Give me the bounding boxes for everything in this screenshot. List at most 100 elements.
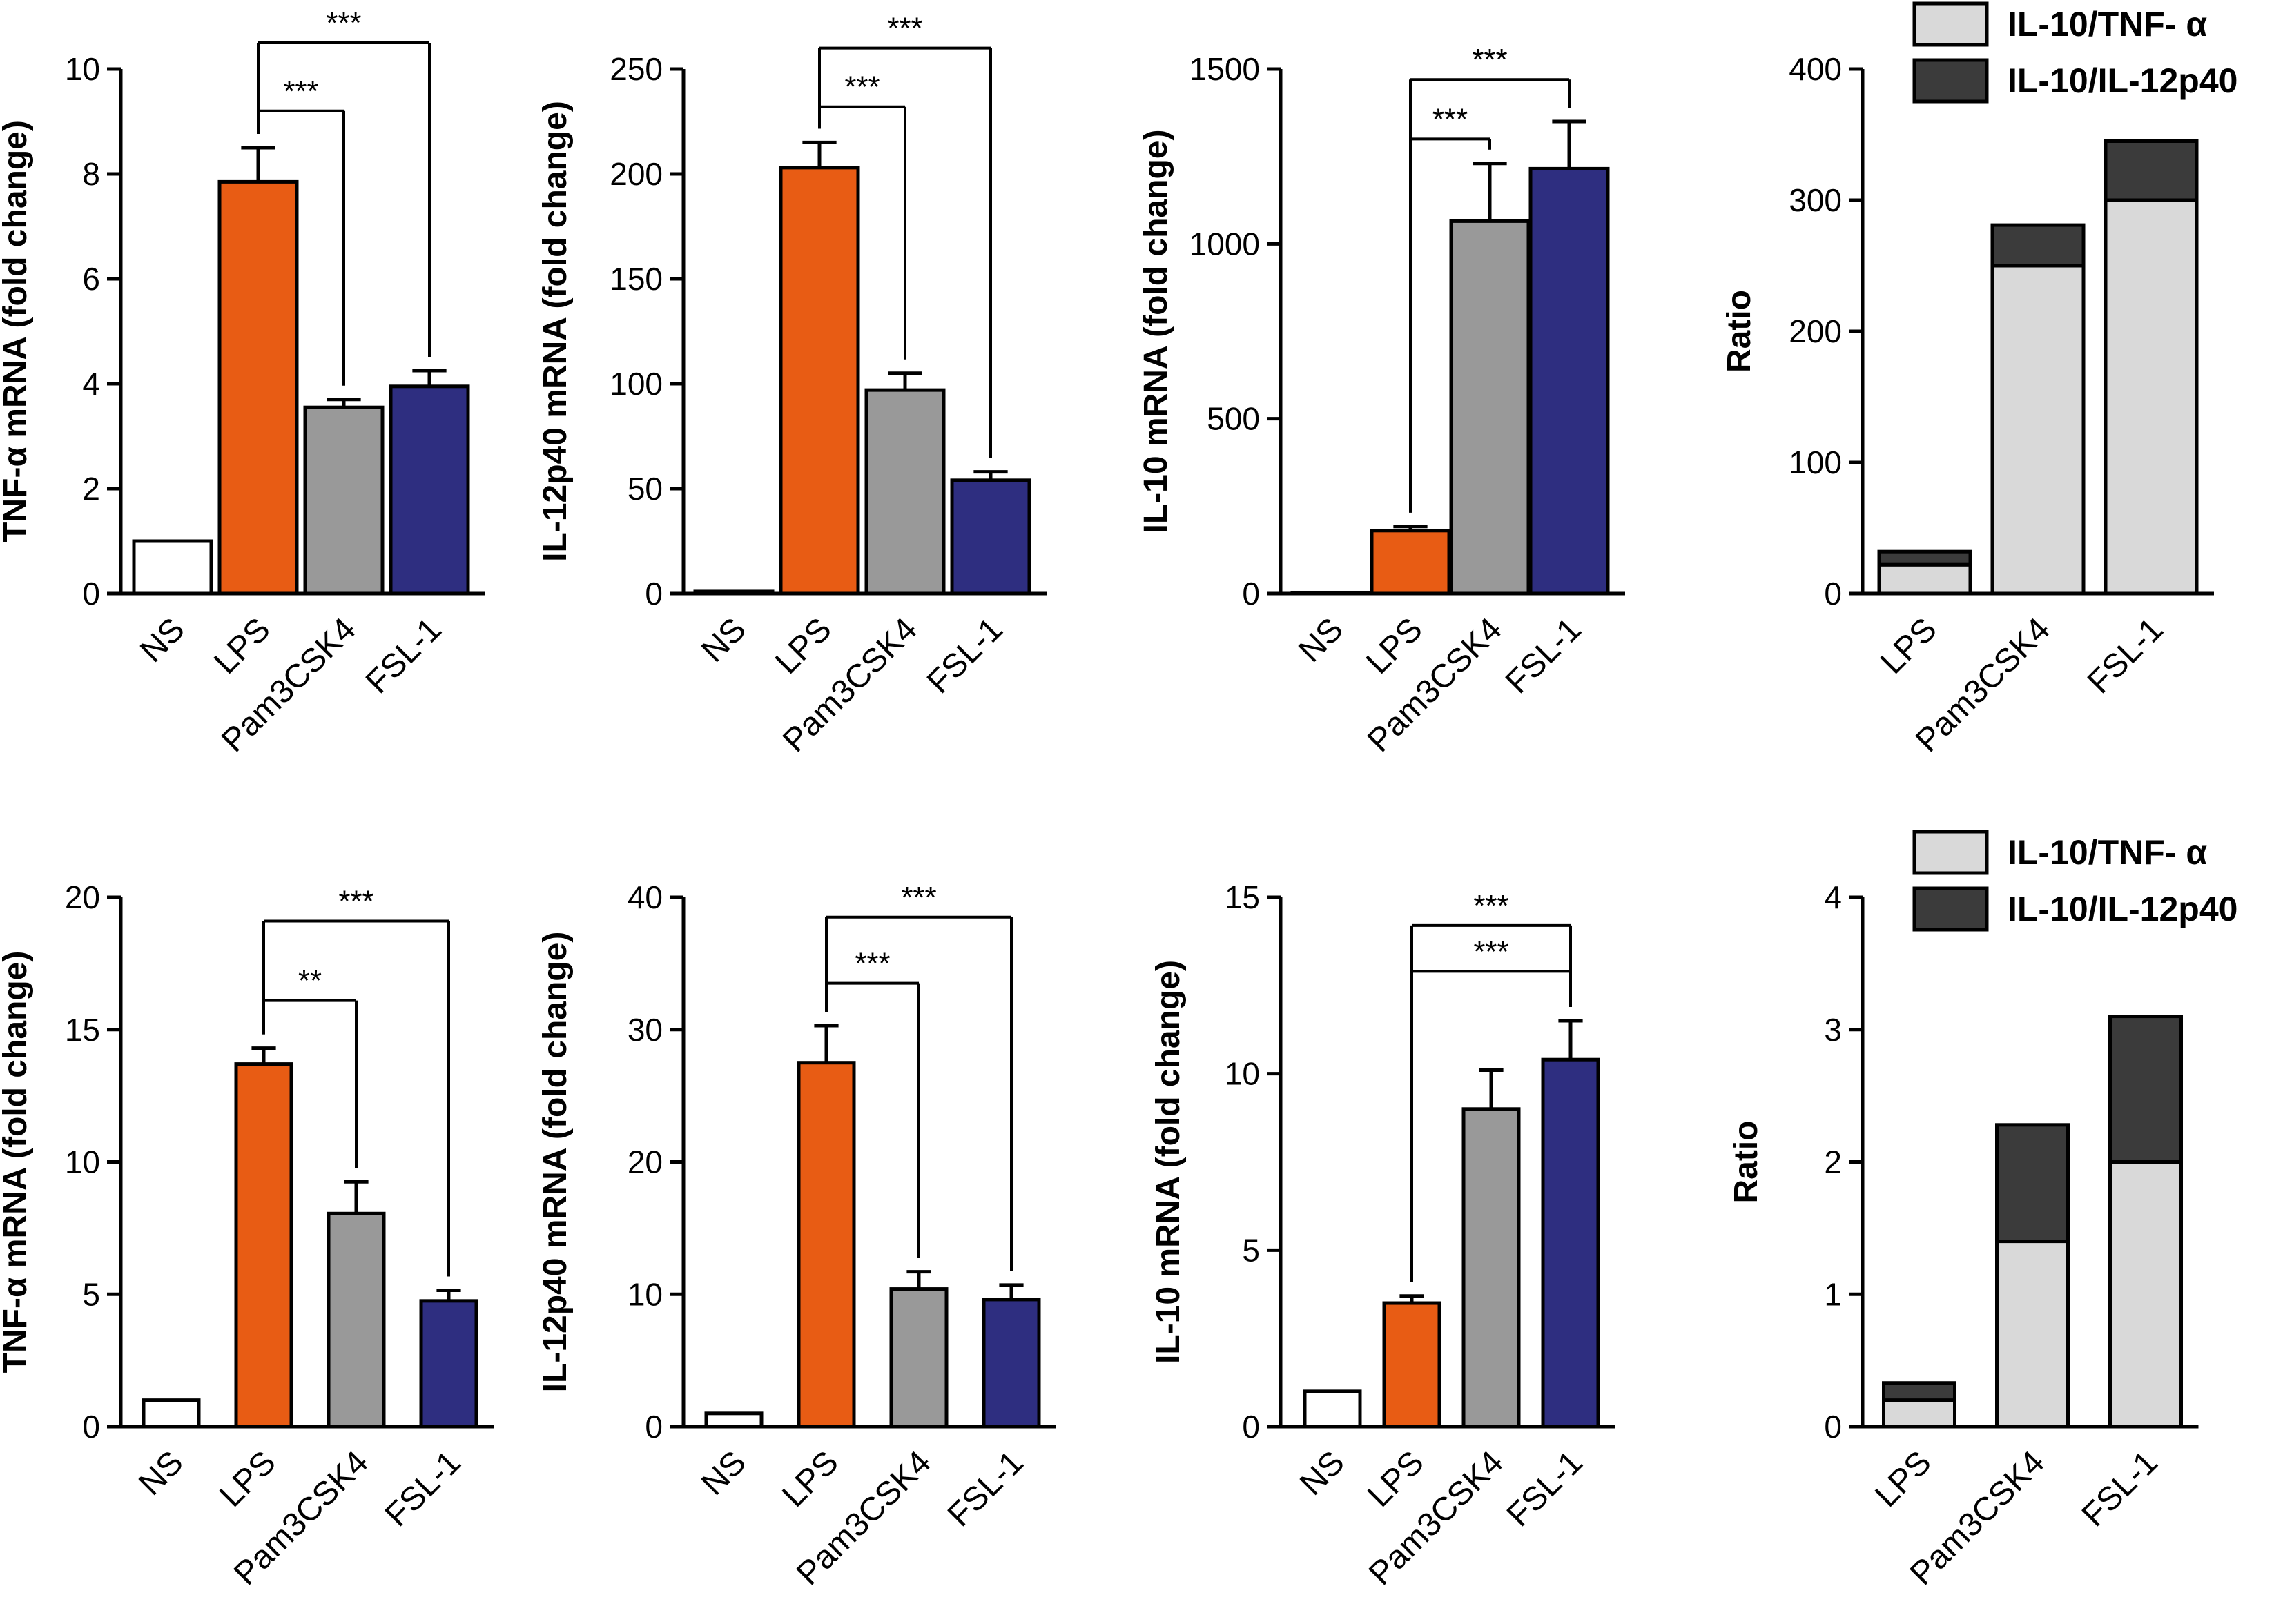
y-axis-title-part: IL-10 mRNA (fold change): [1138, 130, 1174, 534]
y-axis-title-part: IL-12p40 mRNA (fold change): [537, 932, 574, 1393]
significance-bracket: ***: [1410, 889, 1572, 1282]
bar-pam3csk4: [327, 1211, 386, 1429]
stacked-bar-segment: [1877, 549, 1972, 567]
y-tick-label: 2: [82, 471, 100, 507]
bar-lps: [1382, 1301, 1441, 1429]
y-tick-label: 2: [1824, 1144, 1842, 1180]
x-tick-label: FSL-1: [2075, 1444, 2165, 1534]
significance-bracket: ***: [825, 947, 920, 1258]
y-tick-label: 0: [1824, 1409, 1842, 1445]
bar-ns: [704, 1411, 764, 1429]
y-axis-title-part: IL-10 mRNA (fold change): [1150, 960, 1187, 1364]
x-tick-label: LPS: [1868, 1444, 1939, 1514]
bar-fsl-1: [1541, 1057, 1600, 1429]
legend: IL-10/TNF- α IL-10/IL-12p40: [1912, 1, 2237, 104]
x-tick-label: FSL-1: [941, 1444, 1031, 1534]
bar-ns: [142, 1398, 201, 1429]
legend-label: IL-10/TNF- α: [2008, 833, 2207, 872]
x-tick-label: FSL-1: [1500, 1444, 1590, 1534]
y-tick-label: 6: [82, 261, 100, 297]
bar-fsl-1: [1528, 166, 1610, 596]
y-axis-title-part: IL-12p40 mRNA (fold change): [537, 101, 574, 562]
bar-fsl-1: [950, 478, 1031, 596]
bar-pam3csk4: [303, 405, 385, 596]
significance-label: ***: [326, 6, 361, 40]
bar-pam3csk4: [1461, 1107, 1521, 1429]
x-tick-label: FSL-1: [2081, 611, 2170, 701]
significance-label: ***: [338, 885, 373, 919]
y-tick-label: 50: [628, 471, 663, 507]
y-tick-label: 10: [628, 1276, 663, 1312]
legend-label: IL-10/IL-12p40: [2008, 61, 2237, 100]
y-axis-title: TNF-α mRNA (fold change): [0, 951, 34, 1373]
y-tick-label: 200: [1789, 313, 1842, 349]
y-tick-label: 150: [610, 261, 663, 297]
bar-pam3csk4: [1449, 219, 1531, 596]
significance-label: ***: [1473, 889, 1508, 923]
significance-bracket: ***: [257, 6, 431, 357]
bar-lps: [217, 179, 299, 596]
y-tick-label: 4: [1824, 879, 1842, 915]
significance-bracket: ***: [825, 881, 1013, 1271]
significance-label: ***: [1472, 43, 1507, 77]
bar-lps: [1370, 529, 1451, 596]
significance-label: ***: [844, 70, 880, 104]
stacked-bar-segment: [1882, 1381, 1956, 1402]
significance-label: ***: [887, 12, 922, 46]
y-axis-title: TNF-α mRNA (fold change): [0, 120, 34, 542]
y-tick-label: 30: [628, 1012, 663, 1048]
y-tick-label: 10: [1225, 1056, 1260, 1092]
y-tick-label: 0: [82, 1409, 100, 1445]
y-axis-title-part: α: [0, 447, 34, 467]
x-tick-label: LPS: [1359, 611, 1430, 681]
significance-label: ***: [1473, 935, 1508, 968]
bar-fsl-1: [419, 1299, 478, 1429]
y-tick-label: 200: [610, 156, 663, 192]
significance-label: ***: [855, 947, 890, 981]
y-axis-title-part: mRNA (fold change): [0, 951, 34, 1278]
bar-ns: [693, 589, 775, 596]
bar-fsl-1: [982, 1298, 1041, 1429]
x-tick-label: LPS: [775, 1444, 846, 1514]
x-tick-label: FSL-1: [1499, 611, 1589, 701]
stacked-bar-segment: [2104, 198, 2199, 596]
y-axis-title-part: Ratio: [1728, 1121, 1765, 1204]
stacked-bar-segment: [1995, 1240, 2070, 1429]
y-tick-label: 500: [1207, 401, 1260, 437]
stacked-bar-segment: [1882, 1398, 1956, 1429]
x-tick-label: NS: [132, 1444, 191, 1503]
stacked-bar-segment: [2104, 139, 2199, 202]
y-axis-title-part: TNF-: [0, 467, 34, 542]
y-axis-title: IL-12p40 mRNA (fold change): [537, 932, 574, 1393]
y-tick-label: 10: [65, 51, 100, 87]
legend-label: IL-10/TNF- α: [2008, 5, 2207, 43]
y-tick-label: 40: [628, 879, 663, 915]
significance-bracket: ***: [818, 12, 992, 458]
y-tick-label: 4: [82, 366, 100, 402]
y-axis-title: IL-10 mRNA (fold change): [1150, 960, 1187, 1364]
stacked-bar-segment: [1877, 562, 1972, 596]
significance-label: **: [298, 964, 322, 998]
y-tick-label: 100: [1789, 444, 1842, 480]
x-tick-label: FSL-1: [359, 611, 449, 701]
y-tick-label: 400: [1789, 51, 1842, 87]
legend-swatch: [1912, 58, 1989, 104]
x-tick-label: NS: [133, 611, 192, 669]
y-tick-label: 15: [65, 1012, 100, 1048]
bar-pam3csk4: [889, 1287, 949, 1429]
y-tick-label: 5: [82, 1276, 100, 1312]
significance-label: ***: [1432, 102, 1468, 136]
x-tick-label: LPS: [1874, 611, 1944, 681]
x-tick-label: LPS: [213, 1444, 283, 1514]
x-tick-label: LPS: [768, 611, 839, 681]
y-tick-label: 0: [82, 576, 100, 612]
legend: IL-10/TNF- α IL-10/IL-12p40: [1912, 830, 2237, 932]
y-tick-label: 0: [1242, 576, 1260, 612]
x-tick-label: NS: [694, 1444, 753, 1503]
bar-lps: [779, 166, 860, 596]
x-tick-label: FSL-1: [378, 1444, 468, 1534]
